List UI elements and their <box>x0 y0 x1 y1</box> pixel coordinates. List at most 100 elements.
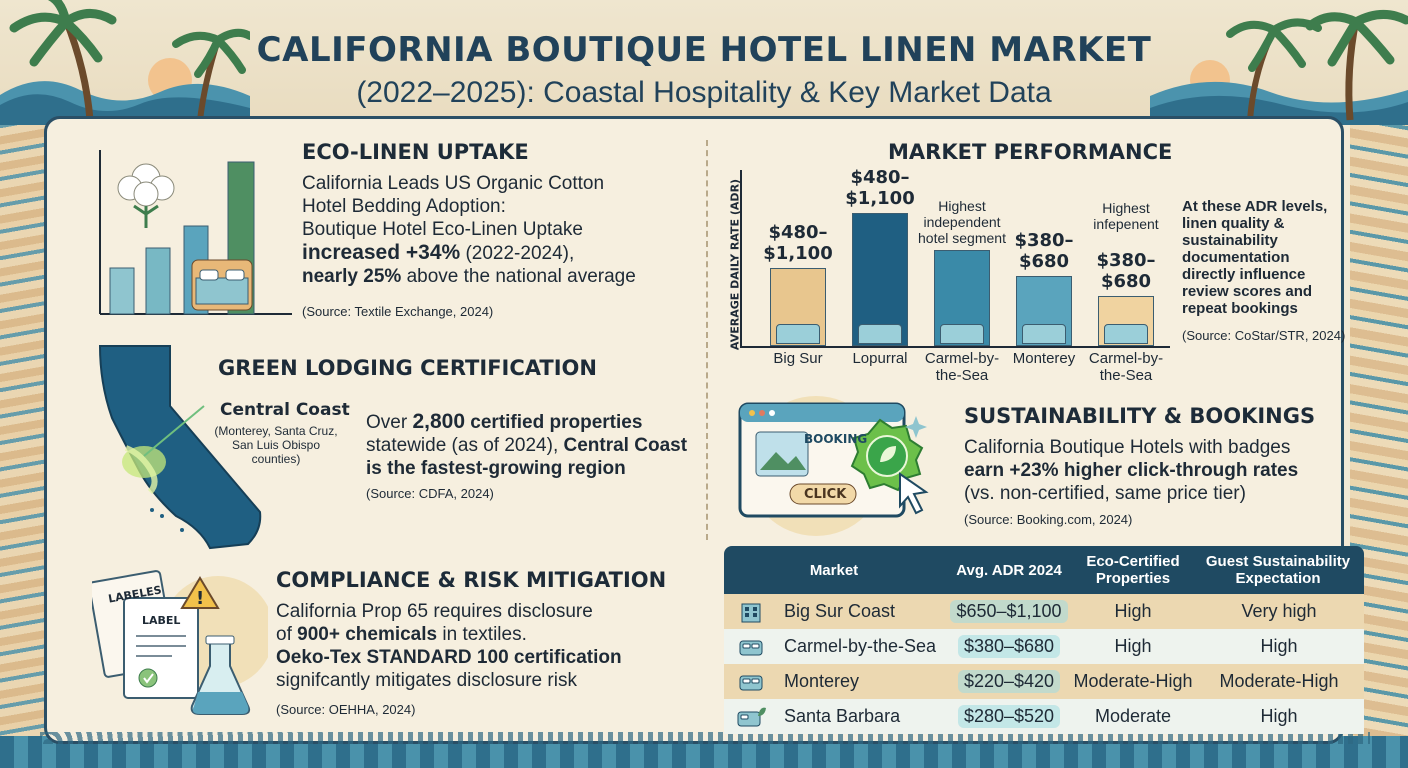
bed-icon <box>940 324 984 344</box>
sustainability-line3: (vs. non-certified, same price tier) <box>964 483 1246 504</box>
adr-bar-chart: $480–$1,100 Big Sur $480–$1,100 Lopurral Hig… <box>730 167 1170 384</box>
adr-highlight: $280–$520 <box>957 705 1061 728</box>
chart-y-axis <box>740 170 742 348</box>
sustainability-stat: earn +23% higher click-through rates <box>964 460 1299 481</box>
page-title: CALIFORNIA BOUTIQUE HOTEL LINEN MARKET <box>256 30 1152 70</box>
bar-annotation: Highest infepenent <box>1093 200 1159 232</box>
adr-highlight: $650–$1,100 <box>950 600 1068 623</box>
eco-linen-line2: Hotel Bedding Adoption: <box>302 196 506 217</box>
x-tick-label: Lopurral <box>852 350 908 367</box>
sustainability-line1: California Boutique Hotels with badges <box>964 437 1291 458</box>
compliance-oeko: Oeko-Tex STANDARD 100 certification <box>276 647 622 668</box>
table-header: Market Avg. ADR 2024 Eco-Certified Prope… <box>724 546 1364 594</box>
bed-icon <box>1022 324 1066 344</box>
eco-linen-text: California Leads US Organic Cotton Hotel… <box>302 172 702 288</box>
adr-highlight: $220–$420 <box>957 670 1061 693</box>
compliance-line1: California Prop 65 requires disclosure <box>276 601 593 622</box>
th-adr: Avg. ADR 2024 <box>956 561 1062 579</box>
label-doc-front: LABEL <box>142 614 181 627</box>
table-row: Santa Barbara $280–$520 Moderate High <box>724 699 1364 734</box>
labels-flask-icon: ! <box>92 570 268 715</box>
eco-linen-compare-rest: above the national average <box>401 266 636 287</box>
booking-label: BOOKING <box>804 432 868 446</box>
bar-value-label: $380–$680 <box>1014 230 1074 272</box>
green-lodging-source: (Source: CDFA, 2024) <box>366 486 494 501</box>
compliance-line2-post: in textiles. <box>437 624 527 645</box>
eco-linen-source: (Source: Textile Exchange, 2024) <box>302 304 494 319</box>
cell-expectation: High <box>1260 636 1298 656</box>
eco-linen-line1: California Leads US Organic Cotton <box>302 173 605 194</box>
x-tick-label: Carmel-by-the-Sea <box>924 350 1000 384</box>
x-tick-label: Monterey <box>1012 350 1076 367</box>
market-table: Market Avg. ADR 2024 Eco-Certified Prope… <box>724 546 1364 736</box>
green-lodging-heading: GREEN LODGING CERTIFICATION <box>218 356 597 380</box>
sustainability-heading: SUSTAINABILITY & BOOKINGS <box>964 404 1316 428</box>
cell-market: Santa Barbara <box>784 706 901 726</box>
th-market: Market <box>809 561 859 579</box>
gl-count: 2,800 <box>412 410 466 433</box>
eco-linen-compare: nearly 25% <box>302 266 402 287</box>
market-side-note: At these ADR levels, linen quality & sus… <box>1182 198 1328 317</box>
bed-icon <box>858 324 902 344</box>
eco-linen-period: (2022-2024), <box>460 243 575 264</box>
gl-line1-pre: Over <box>366 412 413 433</box>
compliance-line2-pre: of <box>276 624 298 645</box>
compliance-chemicals: 900+ chemicals <box>297 624 438 645</box>
eco-linen-line3: Boutique Hotel Eco-Linen Uptake <box>302 219 583 240</box>
compliance-line4: signifcantly mitigates disclosure risk <box>276 670 577 691</box>
gl-line1-post: certified properties <box>465 412 643 433</box>
bar-annotation: Highest independent hotel segment <box>918 198 1006 246</box>
bed-icon <box>734 664 768 699</box>
eco-linen-stat: increased +34% <box>302 241 461 264</box>
cell-adr: $220–$420 <box>934 664 1084 699</box>
gl-line2-pre: statewide (as of 2024), <box>366 435 564 456</box>
bed-icon <box>734 629 768 664</box>
cell-eco: High <box>1114 601 1152 621</box>
adr-highlight: $380–$680 <box>957 635 1061 658</box>
chart-x-axis <box>740 346 1170 348</box>
x-tick-label: Carmel-by-the-Sea <box>1088 350 1164 384</box>
bed-icon <box>776 324 820 344</box>
svg-text:!: ! <box>196 588 204 609</box>
cell-eco: Moderate-High <box>1073 671 1193 691</box>
table-row: Big Sur Coast $650–$1,100 High Very high <box>724 594 1364 629</box>
chart-bar <box>852 213 908 346</box>
compliance-heading: COMPLIANCE & RISK MITIGATION <box>276 568 667 592</box>
gl-line3: is the fastest-growing region <box>366 458 626 479</box>
green-lodging-text: Over 2,800 certified properties statewid… <box>366 410 696 480</box>
x-tick-label: Big Sur <box>773 350 823 367</box>
sustainability-source: (Source: Booking.com, 2024) <box>964 512 1133 527</box>
gl-region: Central Coast <box>563 435 688 456</box>
bar-value-label: $480–$1,100 <box>845 167 915 209</box>
cotton-bed-bar-icon <box>99 150 292 315</box>
table-row: Monterey $220–$420 Moderate-High Moderate-H… <box>724 664 1364 699</box>
left-coastal-border <box>0 110 52 768</box>
hotel-building-icon <box>734 594 768 629</box>
cell-adr: $380–$680 <box>934 629 1084 664</box>
bed-leaf-icon <box>734 699 768 734</box>
california-map-icon <box>98 345 262 550</box>
compliance-text: California Prop 65 requires disclosure o… <box>276 600 696 692</box>
bar-value-label: $480–$1,100 <box>763 222 833 264</box>
bar-value-label: $380–$680 <box>1096 250 1156 292</box>
market-performance-heading: MARKET PERFORMANCE <box>888 140 1173 164</box>
th-expectation: Guest Sustainability Expectation <box>1205 553 1351 587</box>
table-row: Carmel-by-the-Sea $380–$680 High High <box>724 629 1364 664</box>
cell-expectation: Moderate-High <box>1219 671 1339 691</box>
right-palm-wave-icon <box>1150 10 1408 125</box>
compliance-source: (Source: OEHHA, 2024) <box>276 702 416 717</box>
column-divider <box>706 140 708 540</box>
map-sublabel: (Monterey, Santa Cruz, San Luis Obispo c… <box>214 424 338 466</box>
map-label: Central Coast <box>220 400 350 420</box>
cell-adr: $650–$1,100 <box>934 594 1084 629</box>
click-button: CLICK <box>804 487 847 502</box>
cell-adr: $280–$520 <box>934 699 1084 734</box>
sustainability-text: California Boutique Hotels with badges e… <box>964 436 1344 505</box>
th-eco: Eco-Certified Properties <box>1086 553 1180 587</box>
booking-badge-icon <box>738 396 929 536</box>
cell-expectation: Very high <box>1241 601 1317 621</box>
cell-eco: High <box>1114 636 1152 656</box>
cell-market: Big Sur Coast <box>784 601 896 621</box>
wave-pattern <box>40 732 1370 744</box>
cell-market: Monterey <box>784 671 860 691</box>
